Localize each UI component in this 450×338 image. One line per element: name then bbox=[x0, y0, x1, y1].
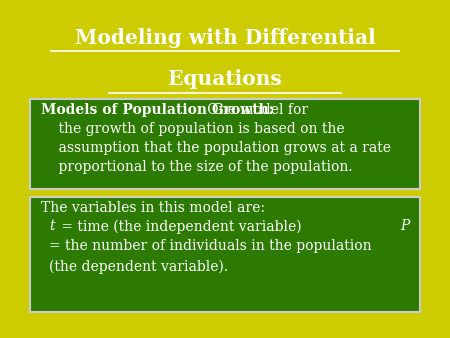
FancyBboxPatch shape bbox=[31, 99, 419, 189]
Text: One model for
    the growth of population is based on the
    assumption that t: One model for the growth of population i… bbox=[41, 103, 391, 174]
FancyBboxPatch shape bbox=[31, 197, 419, 312]
Text: The variables in this model are:: The variables in this model are: bbox=[41, 201, 265, 215]
Text: = the number of individuals in the population: = the number of individuals in the popul… bbox=[49, 239, 372, 253]
Text: Equations: Equations bbox=[168, 70, 282, 90]
Text: = time (the independent variable): = time (the independent variable) bbox=[57, 219, 301, 234]
Text: P: P bbox=[400, 219, 409, 233]
Text: t: t bbox=[49, 219, 55, 233]
Text: Models of Population Growth:: Models of Population Growth: bbox=[41, 103, 274, 117]
Text: Modeling with Differential: Modeling with Differential bbox=[75, 27, 375, 48]
Text: (the dependent variable).: (the dependent variable). bbox=[49, 259, 228, 273]
